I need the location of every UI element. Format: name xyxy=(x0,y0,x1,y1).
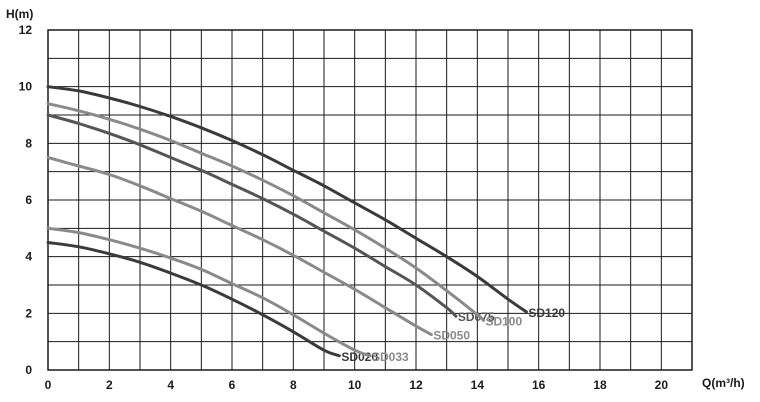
series-label-sd033: SD033 xyxy=(372,350,409,364)
x-axis-title: Q(m³/h) xyxy=(702,376,745,390)
x-axis-ticks: 0 2 4 6 8 10 12 14 16 18 20 xyxy=(45,378,669,392)
y-tick-label: 10 xyxy=(19,80,33,94)
x-tick-label: 2 xyxy=(106,378,113,392)
plot-frame xyxy=(47,29,693,371)
x-tick-label: 8 xyxy=(290,378,297,392)
x-tick-label: 14 xyxy=(471,378,485,392)
series-line-sd033 xyxy=(46,226,372,358)
x-tick-label: 20 xyxy=(655,378,669,392)
x-tick-label: 12 xyxy=(409,378,423,392)
series-label-sd075: SD075 xyxy=(458,310,495,324)
y-tick-label: 8 xyxy=(25,136,32,150)
series-line-sd100 xyxy=(46,102,485,322)
series-line-sd120 xyxy=(46,85,528,314)
y-tick-label: 2 xyxy=(25,306,32,320)
series-label-sd050: SD050 xyxy=(433,329,470,343)
plot-border xyxy=(47,29,693,371)
y-tick-label: 12 xyxy=(19,23,33,37)
series-label-sd100: SD100 xyxy=(485,314,522,328)
x-tick-label: 4 xyxy=(167,378,174,392)
x-tick-label: 10 xyxy=(348,378,362,392)
y-tick-label: 6 xyxy=(25,193,32,207)
series-line-sd020 xyxy=(46,241,341,358)
x-tick-label: 16 xyxy=(532,378,546,392)
x-tick-label: 18 xyxy=(593,378,607,392)
series-label-sd020: SD020 xyxy=(341,350,378,364)
y-axis-ticks: 0 2 4 6 8 10 12 xyxy=(19,23,33,377)
x-tick-label: 6 xyxy=(229,378,236,392)
y-tick-label: 0 xyxy=(25,363,32,377)
x-tick-label: 0 xyxy=(45,378,52,392)
series-label-sd120: SD120 xyxy=(528,306,565,320)
grid xyxy=(48,30,692,370)
y-tick-label: 4 xyxy=(25,250,32,264)
y-axis-title: H(m) xyxy=(6,7,33,21)
series-line-sd075 xyxy=(46,113,458,318)
series-line-sd050 xyxy=(46,156,433,337)
